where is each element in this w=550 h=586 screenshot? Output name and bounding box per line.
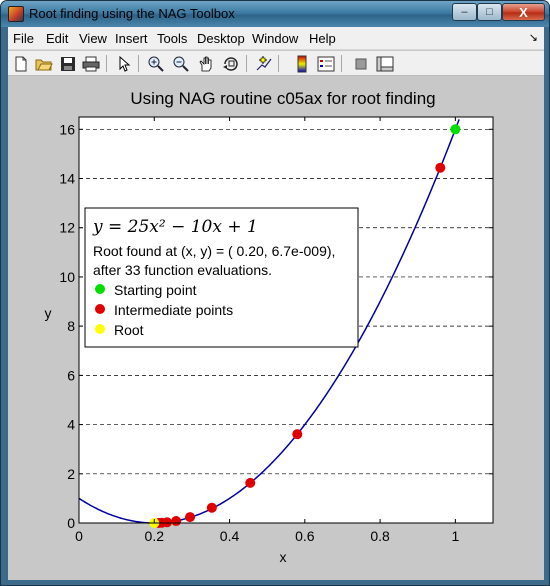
minimize-button[interactable]: – xyxy=(452,3,477,21)
y-tick-label: 10 xyxy=(59,269,75,285)
legend-entry-start: Starting point xyxy=(114,282,197,298)
intermediate-point-marker xyxy=(435,162,446,173)
y-axis-label: y xyxy=(45,305,52,321)
y-tick-label: 8 xyxy=(67,318,75,334)
legend-equation: y = 25x² − 10x + 1 xyxy=(92,217,258,237)
menu-insert[interactable]: Insert xyxy=(115,31,148,46)
chart-title: Using NAG routine c05ax for root finding xyxy=(130,89,435,108)
window-client-area: File Edit View Insert Tools Desktop Wind… xyxy=(8,27,544,580)
menu-window[interactable]: Window xyxy=(252,31,299,46)
x-tick-label: 0 xyxy=(75,528,83,544)
menu-help[interactable]: Help xyxy=(309,31,336,46)
x-tick-label: 0.6 xyxy=(295,528,315,544)
insert-legend-icon[interactable] xyxy=(316,54,336,73)
menu-tools[interactable]: Tools xyxy=(157,31,188,46)
dock-figure-icon[interactable]: ↘ xyxy=(528,32,538,44)
x-tick-label: 0.4 xyxy=(220,528,240,544)
legend-box[interactable]: y = 25x² − 10x + 1 Root found at (x, y) … xyxy=(84,207,359,348)
legend-entry-root: Root xyxy=(114,322,144,338)
y-tick-label: 0 xyxy=(67,515,75,531)
new-figure-icon[interactable] xyxy=(11,54,31,73)
y-tick-label: 6 xyxy=(67,367,75,383)
legend-marker-start xyxy=(95,284,105,294)
insert-colorbar-icon[interactable] xyxy=(292,54,312,73)
maximize-button[interactable]: □ xyxy=(477,3,502,21)
rotate-3d-icon[interactable] xyxy=(221,54,241,73)
y-tick-label: 12 xyxy=(59,220,75,236)
x-tick-label: 0.8 xyxy=(370,528,390,544)
window-title: Root finding using the NAG Toolbox xyxy=(29,6,235,21)
y-tick-label: 16 xyxy=(59,121,75,137)
pan-hand-icon[interactable] xyxy=(196,54,216,73)
axes-frame xyxy=(78,116,494,524)
function-curve xyxy=(78,119,460,524)
intermediate-point-marker xyxy=(206,502,217,513)
menu-view[interactable]: View xyxy=(79,31,107,46)
hide-plot-tools-icon[interactable] xyxy=(351,54,371,73)
y-tick-label: 14 xyxy=(59,171,75,187)
figure-toolbar xyxy=(8,51,544,76)
x-tick-label: 1 xyxy=(451,528,459,544)
title-bar[interactable]: Root finding using the NAG Toolbox – □ X xyxy=(1,1,549,27)
data-cursor-icon[interactable] xyxy=(254,54,274,73)
close-button[interactable]: X xyxy=(502,3,545,21)
intermediate-point-marker xyxy=(185,512,196,523)
matlab-app-icon[interactable] xyxy=(8,6,24,22)
zoom-in-icon[interactable] xyxy=(146,54,166,73)
intermediate-point-marker xyxy=(292,429,303,440)
zoom-out-icon[interactable] xyxy=(171,54,191,73)
legend-message-line2: after 33 function evaluations. xyxy=(93,262,272,278)
legend-message-line1: Root found at (x, y) = ( 0.20, 6.7e-009)… xyxy=(93,243,335,259)
markers xyxy=(149,124,461,528)
edit-plot-arrow-icon[interactable] xyxy=(114,54,134,73)
menu-bar: File Edit View Insert Tools Desktop Wind… xyxy=(8,27,544,50)
x-tick-label: 0.2 xyxy=(145,528,165,544)
show-plot-tools-icon[interactable] xyxy=(375,54,395,73)
menu-edit[interactable]: Edit xyxy=(46,31,69,46)
y-tick-label: 2 xyxy=(67,466,75,482)
start-point-marker xyxy=(450,124,461,135)
menu-desktop[interactable]: Desktop xyxy=(197,31,245,46)
figure-canvas: 0 0.2 0.4 0.6 0.8 1 0 2 4 6 8 10 12 14 16 Using NAG ro… xyxy=(8,77,544,580)
legend-marker-root xyxy=(95,324,105,334)
y-tick-label: 4 xyxy=(67,417,75,433)
save-icon[interactable] xyxy=(58,54,78,73)
menu-file[interactable]: File xyxy=(13,31,34,46)
legend-marker-intermediate xyxy=(95,304,105,314)
intermediate-point-marker xyxy=(171,516,182,527)
intermediate-point-marker xyxy=(245,477,256,488)
open-file-icon[interactable] xyxy=(34,54,54,73)
legend-entry-intermediate: Intermediate points xyxy=(114,302,233,318)
x-axis-label: x xyxy=(280,549,287,565)
print-icon[interactable] xyxy=(81,54,101,73)
